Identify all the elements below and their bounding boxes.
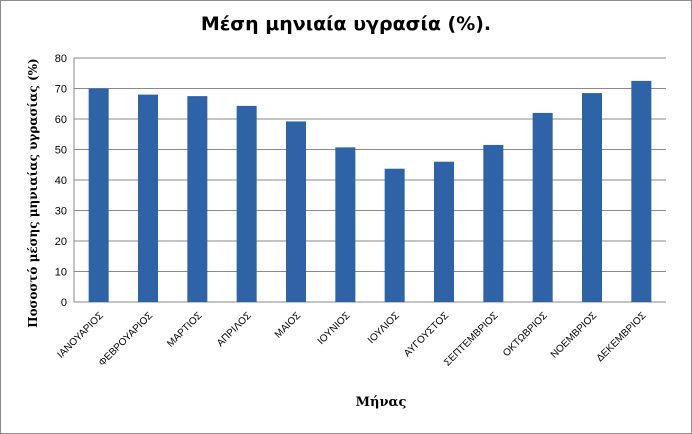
x-tick-label-9: ΟΚΤΩΒΡΙΟΣ [501, 310, 550, 359]
y-tick-label-0: 0 [61, 297, 67, 309]
bar-5 [335, 147, 356, 302]
x-tick-label-7: ΑΥΓΟΥΣΤΟΣ [402, 310, 451, 359]
bar-11 [631, 80, 652, 302]
x-tick-label-11: ΔΕΚΕΜΒΡΙΟΣ [595, 310, 649, 364]
y-tick-label-2: 20 [55, 236, 67, 248]
bar-1 [138, 94, 158, 302]
x-tick-label-0: ΙΑΝΟΥΑΡΙΟΣ [55, 310, 105, 360]
y-tick-label-4: 40 [55, 175, 67, 187]
chart-title: Μέση μηνιαία υγρασία (%). [200, 13, 492, 35]
x-axis-label: Μήνας [355, 395, 407, 410]
x-tick-label-5: ΙΟΥΝΙΟΣ [316, 310, 353, 347]
bar-4 [286, 121, 306, 302]
y-tick-label-5: 50 [55, 145, 67, 157]
bar-3 [236, 105, 257, 302]
y-tick-label-3: 30 [55, 206, 67, 218]
x-tick-label-8: ΣΕΠΤΕΜΒΡΙΟΣ [442, 310, 500, 368]
y-tick-label-8: 80 [55, 53, 67, 65]
x-tick-label-4: ΜΑΙΟΣ [273, 310, 303, 340]
bar-6 [384, 168, 405, 302]
bar-7 [434, 161, 454, 302]
bar-8 [483, 144, 504, 302]
y-tick-label-1: 10 [55, 267, 67, 279]
x-tick-label-2: ΜΑΡΤΙΟΣ [165, 310, 204, 349]
y-tick-label-7: 70 [55, 84, 67, 96]
bar-9 [532, 112, 553, 303]
x-tick-label-6: ΙΟΥΛΙΟΣ [366, 310, 402, 346]
bar-0 [88, 88, 109, 302]
y-tick-label-6: 60 [55, 114, 67, 126]
x-tick-label-10: ΝΟΕΜΒΡΙΟΣ [549, 310, 599, 360]
bar-2 [187, 96, 208, 302]
bar-10 [582, 93, 602, 302]
x-tick-label-1: ΦΕΒΡΟΥΑΡΙΟΣ [97, 310, 155, 368]
x-tick-label-3: ΑΠΡΙΛΟΣ [215, 310, 254, 349]
